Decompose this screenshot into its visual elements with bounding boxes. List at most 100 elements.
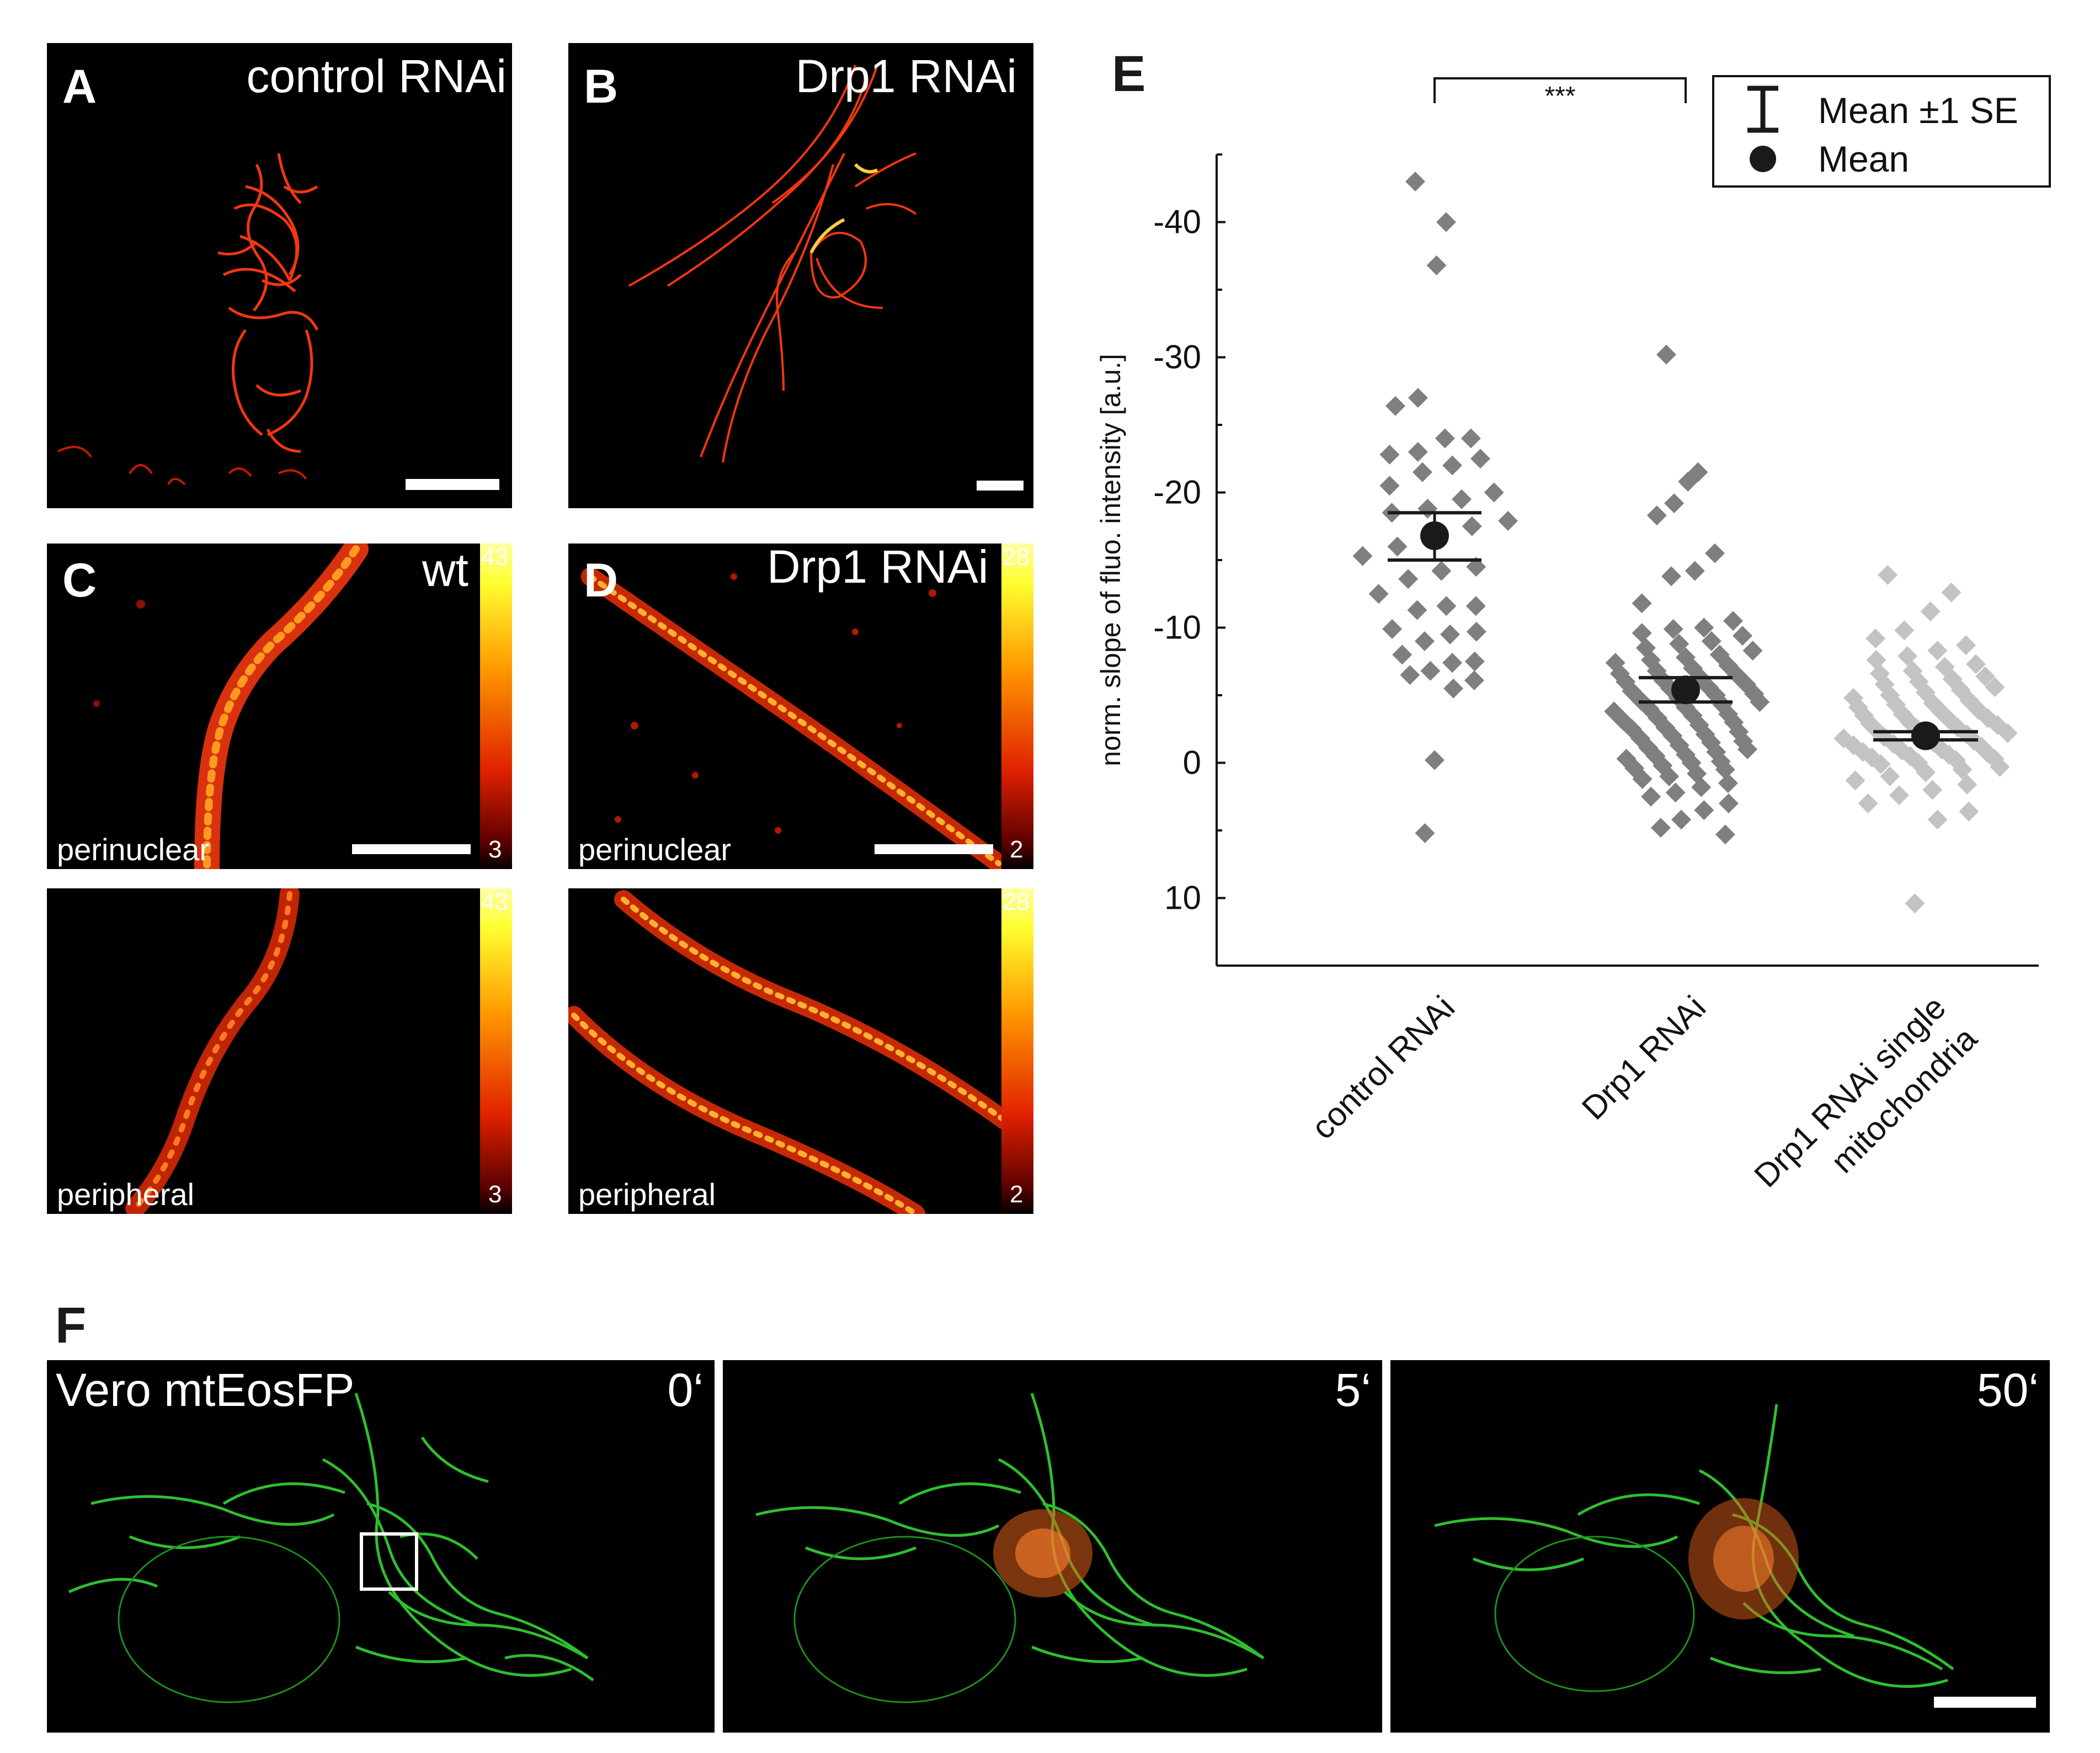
- data-point: [1858, 793, 1878, 813]
- region-label-c-top: perinuclear: [57, 832, 210, 867]
- data-point: [1723, 611, 1744, 631]
- data-point: [1694, 617, 1714, 638]
- data-point: [1656, 344, 1676, 365]
- data-point: [1941, 582, 1962, 603]
- colorbar-c: [480, 544, 512, 869]
- data-point: [1694, 800, 1714, 820]
- colorbar-d2-min: 2: [1010, 1181, 1024, 1208]
- data-point: [1379, 444, 1400, 465]
- data-point: [1470, 449, 1490, 469]
- data-point: [1452, 489, 1472, 509]
- data-point: [1632, 769, 1653, 789]
- data-point: [1718, 793, 1739, 813]
- time-label-0: 0‘: [667, 1364, 703, 1416]
- panel-letter-d: D: [584, 554, 619, 607]
- x-category-label-line: Drp1 RNAi: [1575, 989, 1713, 1127]
- data-point: [1609, 663, 1630, 684]
- data-point: [1718, 656, 1739, 676]
- mitochondrion-wt-perinuclear: [93, 544, 369, 869]
- data-point: [1635, 638, 1656, 658]
- data-point: [1443, 678, 1464, 699]
- panel-f-frame-0: Vero mtEosFP 0‘: [47, 1360, 715, 1733]
- data-point: [1392, 644, 1413, 665]
- chart-points: [1352, 172, 2018, 914]
- data-point: [1691, 777, 1712, 797]
- panel-f-frame-50: 50‘: [1390, 1360, 2050, 1733]
- data-point: [1622, 719, 1642, 739]
- data-point: [1639, 699, 1660, 719]
- data-point: [1426, 255, 1447, 275]
- data-point: [1750, 692, 1770, 712]
- data-point: [1412, 462, 1432, 482]
- panel-letter-b: B: [584, 60, 619, 113]
- panel-f-frame-5: 5‘: [723, 1360, 1382, 1733]
- scatter-chart-e: -40 -30 -20 -10 0 10 control RNAi Drp1 RNAi Drp…: [1095, 75, 2051, 1195]
- panel-d-perinuclear: 28 2 D Drp1 RNAi perinuclear: [568, 544, 1033, 869]
- data-point: [1661, 566, 1682, 587]
- panel-a-image: A control RNAi: [47, 43, 512, 508]
- data-point: [1669, 633, 1689, 654]
- roi-box: [360, 1532, 418, 1591]
- y-tick-label: -10: [1153, 609, 1201, 646]
- chart-x-labels: control RNAi Drp1 RNAi Drp1 RNAi singlemit…: [1304, 989, 1985, 1195]
- data-point: [1959, 801, 1979, 822]
- data-point: [1653, 670, 1673, 691]
- data-point: [1715, 824, 1735, 845]
- panel-b-title: Drp1 RNAi: [795, 50, 1017, 102]
- mitochondrion-drp1-perinuclear: [581, 567, 1008, 869]
- colorbar-c2: [480, 888, 512, 1214]
- data-point: [1664, 493, 1685, 514]
- data-point: [1382, 619, 1403, 639]
- panel-d-title: Drp1 RNAi: [767, 544, 989, 593]
- y-tick-label: -40: [1153, 204, 1201, 241]
- data-point: [1440, 624, 1461, 644]
- region-label-c-bottom: peripheral: [57, 1177, 195, 1212]
- data-point: [1922, 780, 1943, 800]
- data-point: [1880, 766, 1900, 786]
- data-point: [1663, 619, 1683, 639]
- mitochondrion-wt-peripheral: [125, 888, 300, 1214]
- data-point: [1894, 620, 1915, 641]
- data-point: [1727, 665, 1747, 685]
- panel-c-perinuclear: 43 3 C wt perinuclear: [47, 544, 512, 869]
- data-point: [1398, 569, 1419, 589]
- panel-letter-f: F: [55, 1297, 87, 1354]
- vero-cell-green-t5: [755, 1393, 1265, 1703]
- data-point: [1464, 670, 1484, 691]
- mean-marker: [1420, 521, 1449, 550]
- y-tick-label: 0: [1183, 744, 1201, 781]
- data-point: [1959, 690, 1980, 711]
- colorbar-c2-min: 3: [488, 1181, 502, 1208]
- panel-letter-a: A: [62, 60, 97, 113]
- data-point: [1957, 774, 1978, 795]
- data-point: [1866, 650, 1886, 670]
- panel-c-peripheral: 43 3 peripheral: [47, 888, 512, 1214]
- data-point: [1400, 665, 1420, 685]
- data-point: [1952, 759, 1973, 780]
- data-point: [1966, 654, 1986, 674]
- time-label-5: 5‘: [1335, 1364, 1371, 1416]
- data-point: [1682, 705, 1703, 726]
- data-point: [1638, 738, 1659, 758]
- data-point: [1498, 510, 1518, 531]
- data-point: [1705, 685, 1726, 705]
- chart-errorbars: [1388, 511, 1978, 750]
- data-point: [1870, 754, 1891, 774]
- data-point: [1646, 505, 1667, 526]
- data-point: [1632, 623, 1652, 643]
- data-point: [1415, 823, 1435, 843]
- data-point: [1465, 596, 1486, 616]
- data-point: [1742, 641, 1763, 661]
- data-point: [1462, 516, 1482, 536]
- data-point: [1833, 728, 1854, 749]
- legend-item-mean-se: Mean ±1 SE: [1818, 90, 2018, 131]
- data-point: [1923, 693, 1943, 713]
- data-point: [1435, 428, 1455, 449]
- region-label-d-bottom: peripheral: [578, 1177, 716, 1212]
- data-point: [1616, 749, 1637, 769]
- chart-legend: Mean ±1 SE Mean: [1712, 75, 2051, 188]
- mean-marker: [1911, 721, 1940, 750]
- data-point: [1425, 750, 1445, 770]
- y-axis-label: norm. slope of fluo. intensity [a.u.]: [1095, 354, 1126, 766]
- data-point: [1368, 584, 1389, 604]
